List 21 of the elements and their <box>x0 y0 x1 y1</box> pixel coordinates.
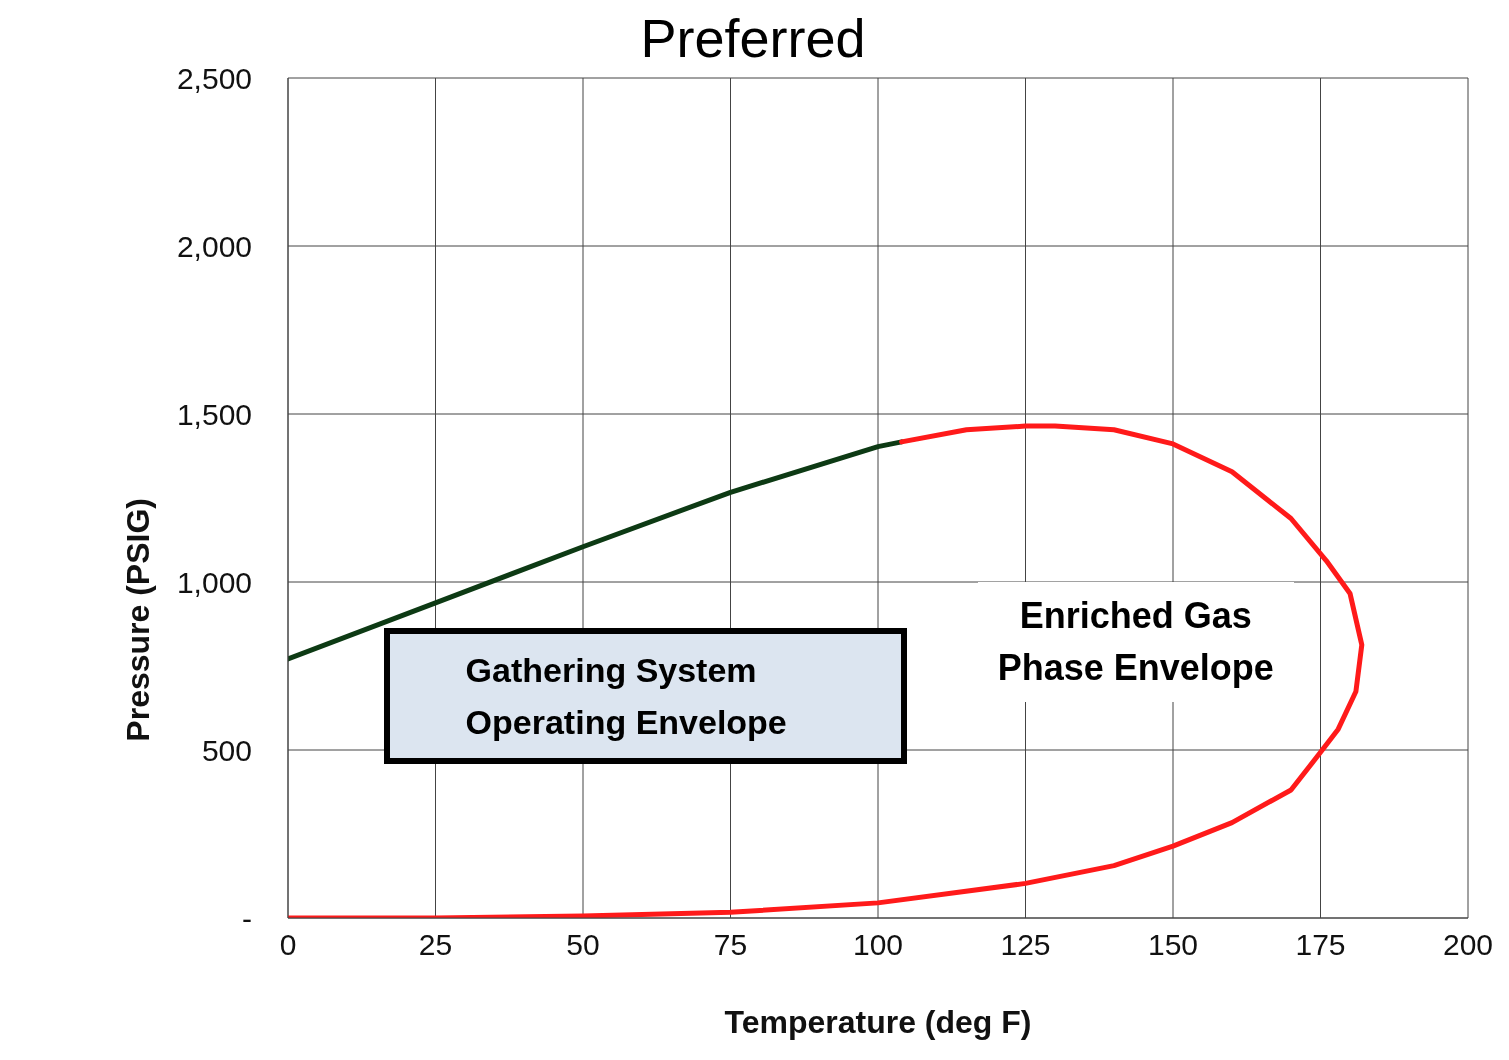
chart-title: Preferred <box>640 8 866 68</box>
x-tick-label: 0 <box>279 928 297 962</box>
x-tick-label: 125 <box>1000 928 1051 962</box>
x-tick-label: 150 <box>1147 928 1199 962</box>
y-tick-label: 2,000 <box>176 229 252 263</box>
y-axis-title: Pressure (PSIG) <box>120 498 157 742</box>
y-tick-label: 2,500 <box>176 61 252 95</box>
y-tick-label: 1,500 <box>176 397 252 431</box>
x-axis-title: Temperature (deg F) <box>724 1004 1032 1040</box>
y-tick-label: 500 <box>201 733 252 767</box>
x-tick-label: 100 <box>852 928 904 962</box>
y-tick-label: 1,000 <box>176 565 252 599</box>
x-tick-label: 175 <box>1295 928 1346 962</box>
x-tick-label: 75 <box>713 928 748 962</box>
text-box: Gathering System Operating Envelope <box>384 628 907 764</box>
x-tick-label: 200 <box>1442 928 1494 962</box>
x-tick-label: 25 <box>418 928 453 962</box>
y-tick-label: - <box>242 901 252 935</box>
annotation: Gathering System Operating Envelope <box>465 649 788 743</box>
x-tick-label: 50 <box>566 928 600 962</box>
annotation: Enriched Gas Phase Envelope <box>977 582 1294 702</box>
